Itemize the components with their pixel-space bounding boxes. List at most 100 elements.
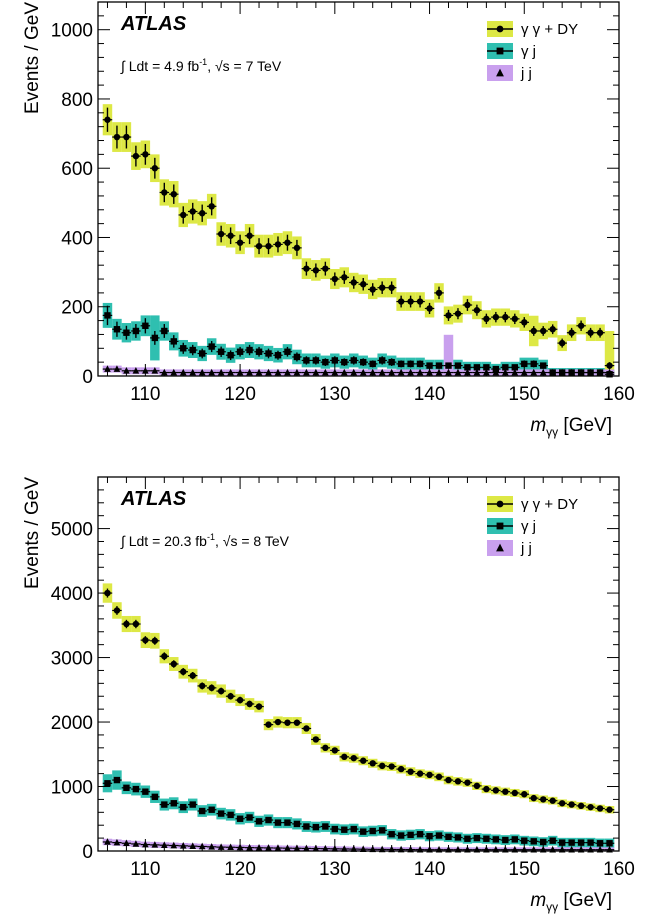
top-gg-marker (113, 133, 121, 141)
bottom-gg-marker (435, 773, 443, 781)
bottom-gg-marker (464, 779, 471, 786)
bottom-gg-marker (293, 719, 301, 726)
bottom-gg-marker (596, 805, 604, 812)
top-gg-marker (180, 211, 187, 219)
top-points-layer (102, 107, 615, 378)
bottom-gj-marker (558, 839, 566, 846)
bottom-gg-marker (312, 736, 320, 743)
bottom-y-tick-label: 3000 (51, 649, 93, 670)
top-gg-marker (483, 315, 490, 323)
top-jj-marker (322, 368, 329, 376)
bottom-gj-marker (322, 823, 329, 830)
top-gg-marker (341, 274, 348, 281)
top-x-tick-label: 140 (414, 384, 446, 405)
top-gg-marker (189, 208, 196, 215)
top-gj-marker (331, 357, 339, 364)
bottom-gg-marker (284, 719, 291, 726)
top-gj-marker (521, 360, 528, 368)
top-jj-marker (113, 365, 121, 372)
top-jj-marker (340, 368, 348, 376)
top-gj-marker (189, 346, 196, 354)
top-gj-marker (208, 343, 215, 350)
top-gg-marker (312, 267, 320, 274)
bottom-gj-marker (199, 807, 206, 815)
top-gg-marker (161, 189, 168, 196)
bottom-gj-marker (540, 838, 547, 846)
top-legend-marker-jj (496, 68, 504, 77)
top-gg-marker (492, 313, 500, 321)
top-jj-marker (454, 368, 462, 376)
top-jj-marker (104, 365, 111, 372)
bottom-gg-marker (530, 794, 537, 802)
bottom-jj-marker (161, 841, 168, 848)
top-jj-marker (568, 368, 575, 376)
top-jj-marker (303, 368, 310, 376)
bottom-gg-marker (540, 796, 547, 803)
top-gj-marker (435, 362, 443, 369)
top-gg-marker (199, 210, 206, 217)
bottom-gj-marker (312, 823, 320, 831)
top-gj-marker (265, 350, 272, 357)
top-legend-marker-gg (496, 25, 504, 33)
top-gg-marker (577, 322, 585, 329)
top-gj-marker (360, 358, 367, 366)
top-y-tick-label: 0 (82, 367, 93, 388)
top-atlas-label: ATLAS (120, 13, 187, 35)
bottom-gj-marker (350, 825, 357, 833)
top-jj-marker (265, 368, 272, 376)
top-jj-marker (359, 368, 367, 376)
bottom-gj-marker (113, 776, 121, 784)
top-gj-marker (142, 322, 149, 329)
top-jj-marker (378, 368, 386, 376)
top-gj-marker (483, 364, 490, 371)
bottom-gj-marker (464, 835, 471, 842)
top-gg-marker (142, 151, 149, 158)
bottom-gg-marker (350, 754, 357, 762)
bottom-gj-marker (255, 818, 263, 825)
top-jj-marker (284, 368, 291, 376)
top-gg-marker (464, 301, 471, 309)
bottom-gg-marker (246, 700, 253, 708)
bottom-gj-marker (170, 800, 177, 807)
bottom-luminosity-label: ∫ Ldt = 20.3 fb-1, √s = 8 TeV (120, 532, 290, 549)
bottom-x-tick-label: 140 (414, 859, 446, 880)
bottom-gj-marker (511, 836, 518, 843)
top-x-tick-label: 150 (508, 384, 540, 405)
top-gj-marker (341, 358, 348, 366)
bottom-gj-marker (331, 825, 339, 833)
top-gj-marker (530, 360, 537, 368)
top-gj-marker (246, 346, 253, 354)
bottom-gj-marker (426, 832, 433, 840)
bottom-y-tick-label: 1000 (51, 778, 93, 799)
bottom-gg-marker (378, 762, 386, 770)
bottom-jj-marker (227, 843, 234, 851)
bottom-gj-marker (502, 836, 509, 844)
bottom-gg-marker (426, 771, 433, 779)
top-y-tick-label: 600 (61, 159, 93, 180)
top-gj-marker (397, 360, 405, 368)
bottom-gg-marker (199, 682, 206, 690)
bottom-x-tick-label: 110 (130, 859, 160, 880)
top-gj-marker (113, 326, 121, 333)
top-jj-marker (246, 368, 253, 376)
top-gg-band (604, 330, 615, 376)
top-jj-marker (397, 368, 405, 376)
bottom-x-tick-label: 120 (224, 859, 256, 880)
top-y-tick-label: 200 (61, 298, 93, 319)
bottom-gj-marker (123, 784, 130, 792)
bottom-y-tick-label: 4000 (51, 584, 93, 605)
bottom-gg-marker (151, 637, 159, 644)
bottom-legend-label-gg: γ γ + DY (521, 496, 578, 513)
top-gg-marker (558, 339, 566, 347)
bottom-gj-marker (151, 793, 159, 801)
top-jj-marker (587, 368, 594, 376)
bottom-gg-marker (407, 768, 414, 775)
top-gg-marker (502, 313, 509, 321)
bottom-ticks-layer: 110 120 130 140 150 160 0 1000 2000 3000 4000 5000 (51, 476, 635, 880)
bottom-gg-marker (454, 778, 462, 785)
top-jj-marker (151, 367, 159, 374)
bottom-gg-marker (502, 788, 509, 795)
bottom-legend-marker-gj (496, 522, 504, 530)
bottom-gg-marker (227, 693, 234, 700)
top-gj-marker (161, 327, 168, 335)
